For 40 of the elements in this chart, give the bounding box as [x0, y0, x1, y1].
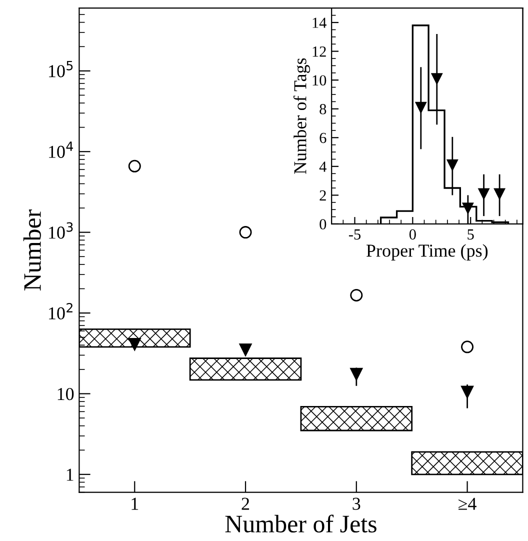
point: [461, 386, 474, 398]
point: [431, 73, 442, 84]
y-tick-label: 8: [320, 104, 326, 114]
y-tick-label: 0: [320, 219, 326, 230]
y-tick-label: 10: [312, 75, 326, 86]
point: [239, 226, 252, 239]
bar: [300, 406, 413, 432]
y-axis-title: Number: [23, 209, 41, 290]
y-tick-label: 6: [320, 132, 326, 144]
point: [446, 159, 458, 171]
y-tick-label: 10$^{2}$: [49, 302, 72, 320]
point: [350, 288, 363, 302]
point: [128, 338, 141, 351]
x-tick-label: 0: [409, 229, 416, 240]
x-tick-label: 3: [352, 498, 360, 510]
x-axis-title: Number of Jets: [225, 514, 376, 533]
y-tick-label: 4: [319, 162, 326, 172]
y-tick-label: 12: [312, 46, 326, 57]
y-tick-label: 2: [320, 190, 326, 200]
y-tick-label: 10$^{3}$: [49, 222, 73, 239]
point: [478, 188, 490, 200]
x-tick-label: -5: [348, 229, 361, 240]
point: [415, 102, 426, 113]
y-axis-title: Number of Tags: [293, 58, 310, 174]
x-tick-label: 1: [132, 498, 138, 510]
y-tick-label: 10$^{4}$: [49, 142, 73, 158]
point: [128, 160, 141, 172]
x-axis-title: Proper Time (ps): [366, 244, 488, 260]
y-tick-label: 14: [312, 18, 326, 28]
point: [462, 202, 474, 214]
point: [239, 344, 252, 356]
point: [350, 368, 363, 380]
y-tick-label: 10: [58, 388, 74, 400]
x-tick-label: ≥4: [458, 498, 476, 510]
point: [494, 188, 506, 200]
y-tick-label: 1: [66, 468, 74, 481]
point: [461, 340, 474, 354]
y-tick-label: 10$^{5}$: [49, 60, 73, 78]
x-tick-label: 5: [468, 229, 474, 240]
x-tick-label: 2: [242, 498, 250, 510]
